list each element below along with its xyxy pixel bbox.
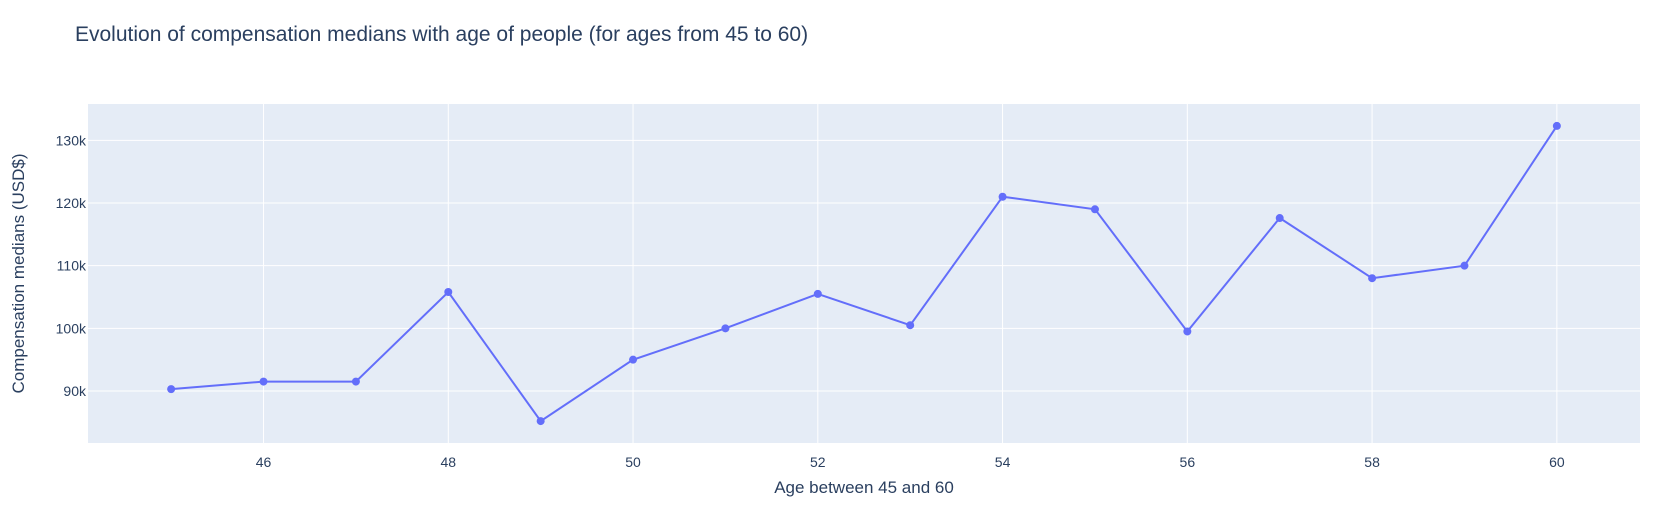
x-axis-ticks: 46 48 50 52 54 56 58 60	[256, 454, 1565, 470]
series-line	[171, 125, 1558, 423]
x-tick-label: 48	[440, 454, 456, 470]
chart-title: Evolution of compensation medians with a…	[75, 23, 808, 46]
data-point	[167, 385, 176, 394]
x-tick-label: 56	[1180, 454, 1196, 470]
y-tick-label: 120k	[56, 195, 87, 211]
data-point	[721, 324, 730, 333]
plot-area	[88, 104, 1640, 443]
x-tick-label: 54	[995, 454, 1011, 470]
data-points	[167, 121, 1561, 426]
y-tick-label: 100k	[56, 320, 87, 336]
y-axis-title: Compensation medians (USD$)	[9, 154, 28, 394]
data-point	[1460, 261, 1469, 270]
data-point	[1275, 214, 1284, 223]
y-axis-ticks: 90k 100k 110k 120k 130k	[56, 132, 87, 399]
data-point	[1090, 205, 1099, 214]
y-tick-label: 110k	[57, 258, 87, 274]
data-point	[351, 377, 360, 386]
x-tick-label: 46	[256, 454, 272, 470]
data-point	[998, 192, 1007, 201]
data-point	[813, 289, 822, 298]
data-point	[259, 377, 268, 386]
x-tick-label: 60	[1549, 454, 1565, 470]
data-point	[536, 417, 545, 426]
x-tick-label: 58	[1364, 454, 1380, 470]
x-tick-label: 52	[810, 454, 826, 470]
y-tick-label: 90k	[63, 383, 87, 399]
x-axis-title: Age between 45 and 60	[774, 478, 954, 497]
data-point	[1183, 327, 1192, 336]
x-tick-label: 50	[625, 454, 641, 470]
data-point	[1368, 274, 1377, 283]
data-point	[906, 321, 915, 330]
data-point	[629, 355, 638, 364]
y-tick-label: 130k	[56, 132, 87, 148]
grid-lines	[88, 104, 1640, 443]
data-point	[1552, 121, 1561, 130]
data-point	[444, 287, 453, 296]
